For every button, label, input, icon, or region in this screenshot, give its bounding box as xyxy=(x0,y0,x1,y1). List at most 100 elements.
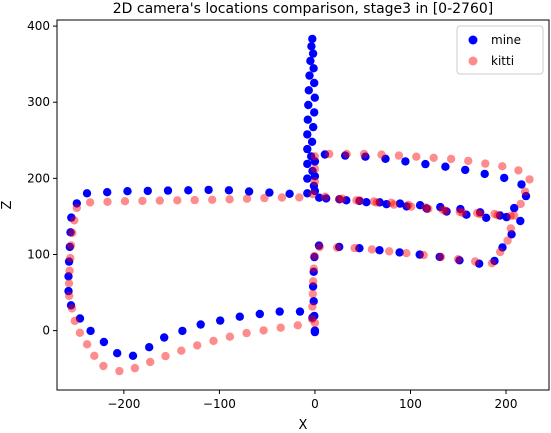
kitti-point xyxy=(372,198,381,207)
mine-point xyxy=(381,154,390,163)
kitti-point xyxy=(436,252,446,262)
mine-point xyxy=(310,186,320,196)
kitti-point xyxy=(471,257,480,266)
kitti-point xyxy=(225,195,234,204)
kitti-point xyxy=(66,253,75,263)
mine-point xyxy=(395,248,404,257)
kitti-point xyxy=(99,361,108,371)
mine-point xyxy=(335,195,344,204)
mine-point xyxy=(309,297,318,306)
kitti-point xyxy=(65,266,74,275)
kitti-point xyxy=(490,209,499,219)
kitti-point xyxy=(421,203,430,212)
mine-point xyxy=(308,282,318,291)
kitti-point xyxy=(138,196,147,206)
axes-frame xyxy=(56,19,550,391)
mine-point xyxy=(303,130,312,139)
kitti-point xyxy=(342,149,351,159)
kitti-point xyxy=(320,192,330,201)
mine-point xyxy=(355,196,364,206)
kitti-point xyxy=(402,249,411,258)
mine-point xyxy=(67,213,76,222)
kitti-point xyxy=(503,236,512,245)
kitti-point xyxy=(481,159,490,168)
mine-point xyxy=(495,211,505,220)
mine-point xyxy=(310,108,319,117)
mine-point xyxy=(475,259,484,268)
kitti-point xyxy=(352,196,361,205)
mine-point xyxy=(482,213,491,222)
kitti-point xyxy=(310,164,320,174)
mine-point xyxy=(310,326,320,335)
kitti-point xyxy=(310,177,320,186)
mine-point xyxy=(99,337,109,347)
mine-point xyxy=(310,252,319,262)
plot-area xyxy=(64,34,534,376)
x-axis-label: X xyxy=(299,418,308,433)
y-tick-label: 200 xyxy=(27,171,50,185)
mine-point xyxy=(355,244,364,253)
mine-legend-marker xyxy=(468,35,478,45)
mine-legend-label: mine xyxy=(491,33,521,47)
kitti-point xyxy=(190,195,199,205)
axes: −200 −100 0 100 200 0 100 200 300 400 xyxy=(27,19,550,411)
x-tick-label: −200 xyxy=(107,397,140,411)
chart-title: 2D camera's locations comparison, stage3… xyxy=(113,1,493,17)
kitti-point xyxy=(377,150,386,159)
mine-point xyxy=(507,230,516,239)
mine-point xyxy=(304,86,313,95)
mine-point xyxy=(113,349,122,358)
mine-point xyxy=(275,307,284,316)
mine-point xyxy=(314,241,324,250)
mine-point xyxy=(375,246,384,255)
y-tick-label: 0 xyxy=(42,324,50,338)
mine-point xyxy=(303,174,312,183)
kitti-point xyxy=(193,341,202,350)
kitti-point xyxy=(308,289,317,299)
kitti-point xyxy=(225,332,235,341)
mine-point xyxy=(310,93,319,102)
kitti-point xyxy=(70,216,79,225)
kitti-point xyxy=(130,363,140,373)
kitti-point xyxy=(260,193,269,203)
mine-point xyxy=(382,200,391,209)
mine-point xyxy=(500,173,509,183)
kitti-point xyxy=(82,340,92,349)
kitti-point xyxy=(424,204,433,214)
kitti-point xyxy=(446,154,456,164)
mine-point xyxy=(75,314,85,323)
kitti-point xyxy=(259,326,268,335)
kitti-point xyxy=(419,250,428,260)
mine-point xyxy=(145,343,154,352)
kitti-point xyxy=(389,200,399,209)
kitti-point xyxy=(276,323,285,332)
mine-point xyxy=(64,257,74,266)
mine-point xyxy=(128,351,138,360)
mine-point xyxy=(341,151,350,160)
mine-point xyxy=(307,137,317,146)
mine-point xyxy=(255,309,264,319)
mine-point xyxy=(461,165,470,175)
kitti-point xyxy=(338,194,347,203)
mine-point xyxy=(204,185,213,195)
mine-point xyxy=(309,267,318,276)
mine-point xyxy=(436,202,445,212)
kitti-point xyxy=(307,315,317,324)
mine-point xyxy=(521,191,531,201)
kitti-point xyxy=(387,198,396,207)
kitti-point xyxy=(525,175,534,184)
mine-point xyxy=(303,189,312,198)
mine-point xyxy=(178,326,187,336)
mine-point xyxy=(66,301,76,310)
kitti-point xyxy=(67,304,77,313)
kitti-point xyxy=(412,152,421,161)
kitti-point xyxy=(394,151,404,160)
kitti-point xyxy=(453,255,463,264)
mine-point xyxy=(435,252,444,262)
mine-point xyxy=(375,198,384,207)
mine-point xyxy=(306,56,315,66)
kitti-point xyxy=(177,346,186,355)
kitti-legend-marker xyxy=(468,56,478,66)
mine-point xyxy=(401,157,410,166)
mine-point xyxy=(72,199,82,208)
